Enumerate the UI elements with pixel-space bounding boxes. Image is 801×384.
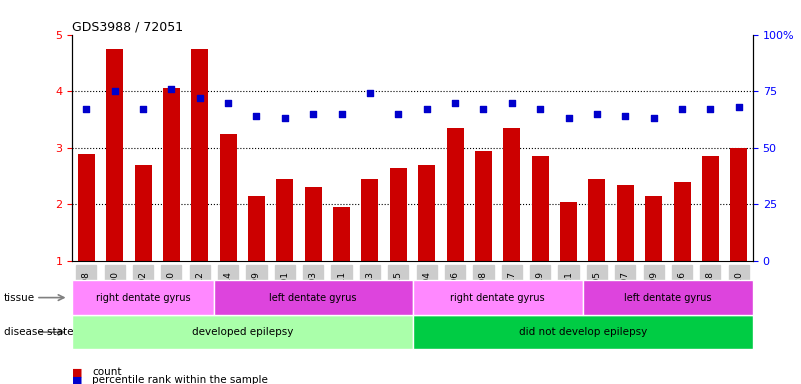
Bar <box>219 134 236 261</box>
Point <box>80 106 93 113</box>
Bar <box>617 185 634 261</box>
Point <box>449 99 461 106</box>
Bar <box>163 88 180 261</box>
Point <box>307 111 320 117</box>
Point <box>704 106 717 113</box>
Point <box>137 106 150 113</box>
Bar <box>702 156 719 261</box>
Text: right dentate gyrus: right dentate gyrus <box>95 293 191 303</box>
Bar <box>361 179 378 261</box>
Bar <box>276 179 293 261</box>
Bar <box>674 182 690 261</box>
Point <box>392 111 405 117</box>
Text: GDS3988 / 72051: GDS3988 / 72051 <box>72 20 183 33</box>
Bar <box>191 49 208 261</box>
Point <box>562 115 575 121</box>
Point <box>590 111 603 117</box>
Text: percentile rank within the sample: percentile rank within the sample <box>92 375 268 384</box>
Point <box>533 106 546 113</box>
Bar <box>106 49 123 261</box>
Text: did not develop epilepsy: did not develop epilepsy <box>518 327 647 337</box>
Bar <box>475 151 492 261</box>
Bar <box>78 154 95 261</box>
Text: right dentate gyrus: right dentate gyrus <box>450 293 545 303</box>
Bar <box>731 148 747 261</box>
Text: developed epilepsy: developed epilepsy <box>191 327 293 337</box>
Bar <box>503 128 521 261</box>
Bar <box>645 196 662 261</box>
Point <box>250 113 263 119</box>
Bar <box>248 196 265 261</box>
Bar <box>135 165 151 261</box>
Point <box>732 104 745 110</box>
Point <box>364 90 376 96</box>
Point <box>647 115 660 121</box>
Bar <box>418 165 435 261</box>
Text: count: count <box>92 367 122 377</box>
Bar <box>589 179 606 261</box>
Point <box>193 95 206 101</box>
Point <box>505 99 518 106</box>
Bar <box>532 156 549 261</box>
Text: disease state: disease state <box>4 327 74 337</box>
Point <box>421 106 433 113</box>
Bar <box>390 168 407 261</box>
Bar <box>304 187 322 261</box>
Text: tissue: tissue <box>4 293 35 303</box>
Text: ■: ■ <box>72 367 83 377</box>
Point <box>222 99 235 106</box>
Point <box>165 86 178 92</box>
Point <box>675 106 688 113</box>
Point <box>279 115 292 121</box>
Bar <box>560 202 577 261</box>
Point <box>619 113 632 119</box>
Point <box>335 111 348 117</box>
Point <box>477 106 490 113</box>
Text: ■: ■ <box>72 375 83 384</box>
Bar <box>447 128 464 261</box>
Text: left dentate gyrus: left dentate gyrus <box>269 293 357 303</box>
Bar <box>333 207 350 261</box>
Point <box>108 88 121 94</box>
Text: left dentate gyrus: left dentate gyrus <box>624 293 711 303</box>
